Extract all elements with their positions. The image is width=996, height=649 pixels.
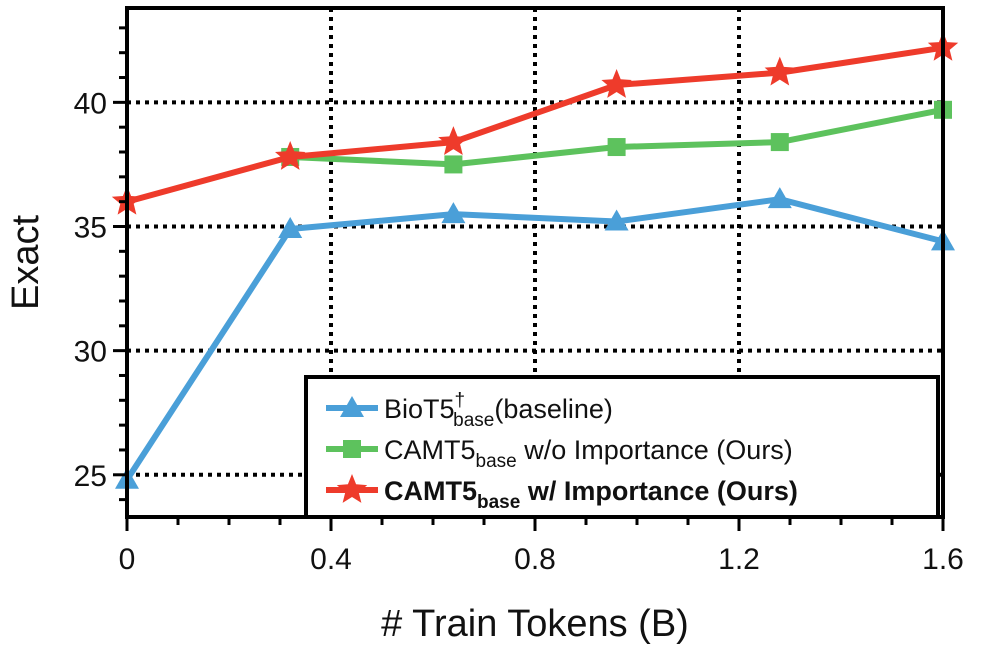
series-line-0 [124, 196, 944, 482]
legend-swatch-marker-2 [336, 474, 368, 503]
y-tick-label: 30 [74, 336, 107, 369]
legend: BioT5† base(baseline)CAMT5base w/o Import… [304, 375, 940, 519]
series-point-1 [444, 155, 463, 174]
series-layer [111, 31, 959, 489]
legend-label-1: CAMT5base w/o Importance (Ours) [384, 435, 793, 472]
x-tick-label: 0 [119, 543, 136, 576]
tick-layer: 0 0.4 0.8 1.2 1.6 25 30 35 40 [74, 26, 964, 576]
legend-label-2: CAMT5base w/ Importance (Ours) [384, 476, 798, 513]
legend-label-rest: w/o Importance (Ours) [517, 435, 793, 465]
legend-label-sub: base [477, 492, 520, 513]
series-point-2 [601, 69, 632, 98]
series-point-2 [438, 126, 469, 155]
x-axis-title: # Train Tokens (B) [381, 603, 689, 645]
y-axis-title: Exact [5, 215, 47, 310]
y-tick-label: 25 [74, 460, 107, 493]
legend-swatch-marker-1 [343, 440, 361, 458]
series-line-2 [126, 44, 944, 205]
x-tick-label: 1.6 [922, 543, 964, 576]
legend-label-sub: base [476, 451, 517, 472]
legend-label-rest: (baseline) [494, 394, 613, 424]
series-line-1 [290, 106, 944, 168]
series-point-0 [278, 216, 303, 238]
legend-label-main: CAMT5 [384, 476, 477, 506]
legend-swatch-marker-0 [340, 396, 364, 417]
legend-label-sub: base [453, 410, 494, 431]
legend-label-main: CAMT5 [384, 435, 476, 465]
legend-label-sup: † [455, 390, 466, 411]
series-point-0 [604, 209, 629, 231]
legend-label-rest: w/ Importance (Ours) [520, 476, 798, 506]
series-point-1 [770, 133, 789, 152]
series-point-2 [275, 141, 306, 170]
legend-label-main: BioT5 [384, 394, 455, 424]
series-point-1 [607, 138, 626, 157]
series-point-0 [767, 187, 792, 209]
y-tick-label: 35 [74, 211, 107, 244]
x-tick-label: 0.8 [514, 543, 556, 576]
x-tick-label: 1.2 [718, 543, 760, 576]
series-point-0 [441, 202, 466, 224]
y-tick-label: 40 [74, 87, 107, 120]
legend-box [304, 375, 940, 519]
legend-label-0: BioT5† base(baseline) [384, 390, 613, 431]
series-point-2 [764, 56, 795, 86]
x-tick-label: 0.4 [310, 543, 352, 576]
